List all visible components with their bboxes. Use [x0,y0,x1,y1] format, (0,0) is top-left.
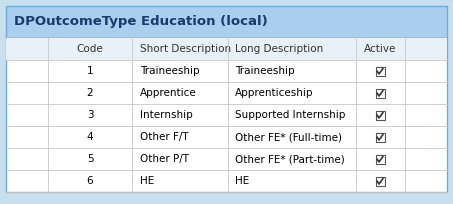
Bar [6,6,447,38]
Text: Long Description: Long Description [235,44,323,54]
Text: DPOutcomeType Education (local): DPOutcomeType Education (local) [14,16,268,29]
Text: Apprenticeship: Apprenticeship [235,88,313,98]
Text: Supported Internship: Supported Internship [235,110,345,120]
Bar [376,67,385,75]
Bar [376,176,385,185]
Text: Code: Code [77,44,103,54]
Text: Other FE* (Part-time): Other FE* (Part-time) [235,154,345,164]
Text: 6: 6 [87,176,93,186]
Text: HE: HE [235,176,249,186]
Bar [376,154,385,163]
Text: 2: 2 [87,88,93,98]
Text: Other FE* (Full-time): Other FE* (Full-time) [235,132,342,142]
Text: 4: 4 [87,132,93,142]
Text: Other P/T: Other P/T [140,154,189,164]
Text: 3: 3 [87,110,93,120]
Bar [376,89,385,98]
Text: 5: 5 [87,154,93,164]
Bar [376,111,385,120]
Text: 1: 1 [87,66,93,76]
Text: HE: HE [140,176,154,186]
Text: Internship: Internship [140,110,193,120]
Bar [6,38,447,192]
Text: Other F/T: Other F/T [140,132,188,142]
Bar [6,38,447,60]
Text: Short Description: Short Description [140,44,231,54]
Text: Traineeship: Traineeship [235,66,294,76]
Text: Traineeship: Traineeship [140,66,200,76]
Bar [376,133,385,142]
Text: Apprentice: Apprentice [140,88,197,98]
Text: Active: Active [364,44,396,54]
